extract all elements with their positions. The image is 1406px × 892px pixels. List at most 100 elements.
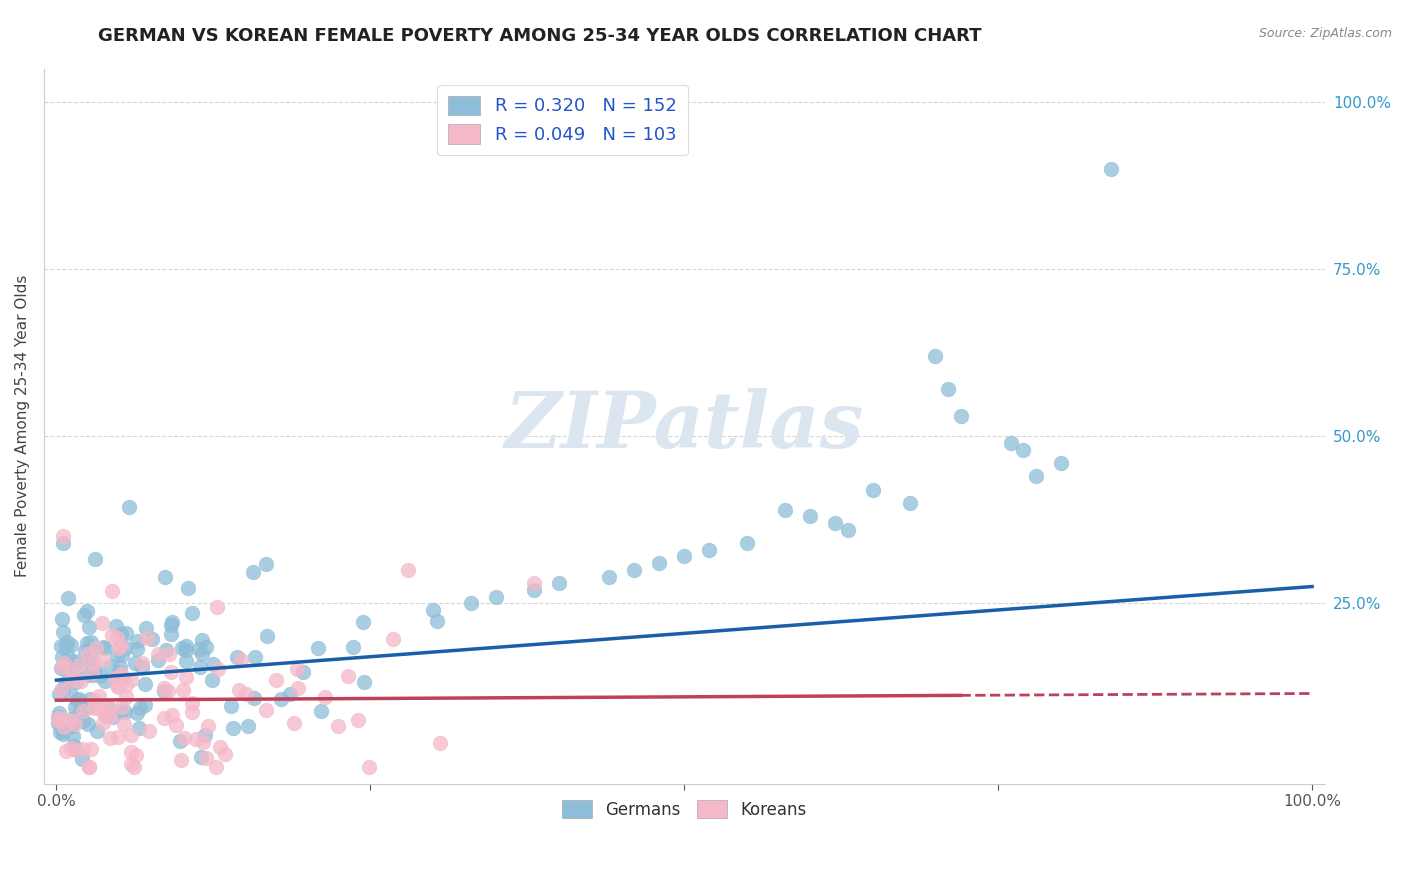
Point — [77, 760, 100, 774]
Point — [1025, 469, 1047, 483]
Point — [135, 631, 157, 645]
Point — [60, 638, 83, 652]
Point — [84, 552, 107, 566]
Point — [110, 627, 132, 641]
Point — [195, 640, 218, 654]
Point — [353, 615, 375, 629]
Point — [63, 654, 86, 668]
Point — [1099, 161, 1122, 176]
Point — [48, 687, 70, 701]
Point — [195, 751, 218, 765]
Point — [1000, 435, 1022, 450]
Point — [190, 750, 212, 764]
Point — [120, 728, 142, 742]
Point — [101, 709, 124, 723]
Point — [307, 640, 329, 655]
Point — [89, 669, 111, 683]
Point — [56, 591, 79, 606]
Point — [114, 640, 136, 655]
Point — [292, 665, 315, 680]
Point — [76, 668, 98, 682]
Point — [67, 706, 90, 720]
Point — [53, 676, 76, 690]
Point — [84, 641, 107, 656]
Point — [59, 719, 82, 733]
Point — [120, 745, 142, 759]
Point — [283, 716, 305, 731]
Point — [56, 656, 79, 670]
Point — [194, 728, 217, 742]
Point — [153, 711, 176, 725]
Point — [55, 635, 77, 649]
Point — [55, 744, 77, 758]
Point — [69, 658, 91, 673]
Point — [205, 760, 228, 774]
Point — [89, 702, 111, 716]
Point — [52, 720, 75, 734]
Point — [174, 639, 197, 653]
Point — [94, 641, 117, 656]
Text: ZIPatlas: ZIPatlas — [505, 388, 863, 465]
Point — [91, 653, 114, 667]
Point — [176, 581, 198, 595]
Point — [160, 627, 183, 641]
Point — [837, 523, 859, 537]
Point — [86, 723, 108, 738]
Point — [949, 409, 972, 423]
Point — [342, 640, 364, 655]
Point — [63, 700, 86, 714]
Point — [547, 576, 569, 591]
Point — [181, 706, 204, 720]
Point — [52, 656, 75, 670]
Point — [326, 719, 349, 733]
Point — [105, 632, 128, 646]
Point — [202, 657, 225, 672]
Point — [96, 709, 118, 723]
Point — [72, 714, 94, 728]
Y-axis label: Female Poverty Among 25-34 Year Olds: Female Poverty Among 25-34 Year Olds — [15, 275, 30, 577]
Point — [52, 625, 75, 640]
Point — [153, 681, 176, 695]
Point — [83, 701, 105, 715]
Point — [426, 614, 449, 628]
Point — [87, 689, 110, 703]
Point — [190, 632, 212, 647]
Point — [153, 570, 176, 584]
Point — [231, 653, 253, 667]
Point — [115, 626, 138, 640]
Point — [49, 639, 72, 653]
Point — [82, 665, 104, 680]
Point — [108, 665, 131, 679]
Point — [76, 647, 98, 661]
Point — [46, 711, 69, 725]
Point — [110, 704, 132, 718]
Point — [157, 647, 180, 661]
Point — [309, 704, 332, 718]
Point — [208, 739, 231, 754]
Point — [135, 621, 157, 635]
Point — [66, 693, 89, 707]
Point — [924, 349, 946, 363]
Point — [77, 700, 100, 714]
Point — [222, 721, 245, 735]
Point — [65, 674, 87, 689]
Point — [214, 747, 236, 761]
Point — [122, 760, 145, 774]
Point — [243, 691, 266, 706]
Point — [77, 717, 100, 731]
Point — [422, 603, 444, 617]
Point — [105, 619, 128, 633]
Point — [49, 682, 72, 697]
Point — [65, 741, 87, 756]
Point — [51, 650, 73, 665]
Point — [46, 716, 69, 731]
Point — [83, 655, 105, 669]
Point — [169, 734, 191, 748]
Point — [176, 643, 198, 657]
Point — [254, 703, 277, 717]
Point — [623, 563, 645, 577]
Point — [190, 647, 212, 661]
Point — [207, 662, 229, 676]
Point — [114, 705, 136, 719]
Point — [134, 698, 156, 713]
